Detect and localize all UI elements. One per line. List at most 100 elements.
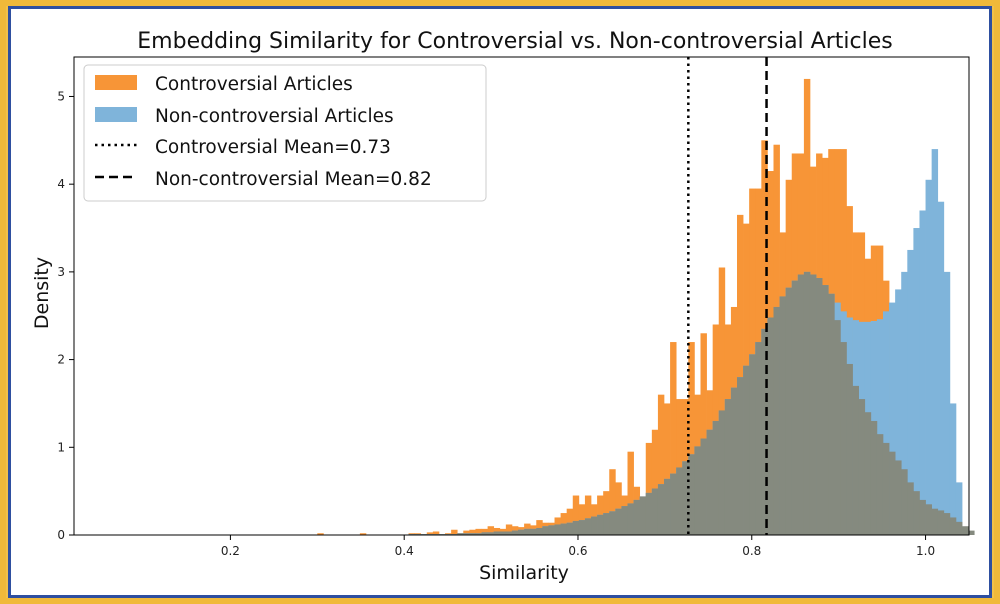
bar-overlap [603,513,610,535]
plot-area-frame [73,56,970,536]
bar-overlap [469,533,476,535]
bar-overlap [621,506,628,535]
bar-overlap [937,510,945,535]
bar-controversial [645,442,653,535]
bar-overlap [901,469,908,535]
y-tick-label: 4 [57,177,65,191]
bar-overlap [499,531,507,535]
bar-overlap [578,520,586,535]
bar-overlap [943,513,951,535]
bar-overlap [730,387,738,535]
y-axis-ticks: 0 1 2 3 4 5 [57,89,74,542]
bar-controversial [481,528,488,535]
legend: Controversial Articles Non-controversial… [83,64,487,202]
legend-swatch-noncontroversial [95,107,137,122]
bar-overlap [852,385,859,535]
bar-overlap [584,518,592,535]
bar-overlap [767,317,774,535]
bar-overlap [931,508,939,535]
bar-noncontroversial [925,179,932,536]
bar-noncontroversial [876,319,884,535]
bar-overlap [609,511,616,535]
y-tick-label: 3 [57,265,65,279]
bar-overlap [627,503,634,535]
bar-controversial [432,531,440,535]
bar-controversial [627,451,634,535]
legend-box [83,64,487,202]
bar-overlap [749,354,756,535]
bar-overlap [724,399,732,535]
bar-overlap [670,473,677,535]
bar-overlap [803,271,811,535]
bar-overlap [505,531,513,535]
bar-overlap [925,504,932,535]
bar-controversial [700,333,707,535]
bar-overlap [518,529,525,535]
bar-overlap [889,451,896,535]
bar-overlap [913,491,920,535]
bar-noncontroversial [901,271,908,535]
bar-noncontroversial [895,289,902,535]
bar-overlap [791,280,799,535]
bar-overlap [560,523,568,535]
bar-noncontroversial [937,201,945,535]
bar-overlap [554,524,561,535]
bar-overlap [657,484,665,535]
bar-overlap [481,532,488,535]
bar-overlap [706,429,714,535]
bar-overlap [597,514,604,535]
x-tick-label: 0.2 [221,544,240,558]
legend-label-noncontroversial: Non-controversial Articles [155,106,394,127]
bar-overlap [919,499,926,535]
bar-overlap [572,520,580,535]
bar-overlap [548,525,555,535]
bar-controversial [572,495,580,535]
bar-overlap [816,278,823,535]
bar-controversial [451,529,458,535]
bar-overlap [633,499,641,535]
bar-noncontroversial [913,228,920,535]
bar-noncontroversial [943,271,951,535]
bar-overlap [511,530,519,535]
bar-overlap [651,488,659,535]
bar-overlap [882,442,890,535]
x-tick-label: 1.0 [916,544,935,558]
bar-controversial [737,214,744,535]
legend-swatch-controversial [95,75,137,90]
bar-overlap [809,274,817,535]
bar-overlap [962,526,969,535]
bar-controversial [426,532,434,535]
legend-label-noncontroversial-mean: Non-controversial Mean=0.82 [155,169,432,190]
y-tick-label: 5 [57,89,65,103]
bar-overlap [755,342,762,535]
bar-overlap [475,533,482,535]
x-tick-label: 0.6 [568,544,587,558]
bar-overlap [895,460,902,535]
bar-overlap [858,399,866,535]
bar-controversial [487,526,495,535]
bar-overlap [542,526,549,535]
bar-overlap [834,320,841,535]
bar-controversial [584,495,592,535]
bar-overlap [694,446,701,535]
bar-overlap [676,467,683,535]
bar-noncontroversial [907,249,914,535]
bar-controversial [688,342,695,535]
bar-overlap [797,274,805,535]
bar-controversial [676,399,683,535]
x-axis-label: Similarity [479,562,569,584]
bar-controversial [505,524,513,535]
bar-noncontroversial [931,149,939,535]
bar-overlap [968,530,975,535]
bar-overlap [737,377,744,535]
bar-overlap [743,365,750,535]
bar-overlap [536,527,543,535]
bar-overlap [615,508,622,535]
bar-overlap [840,342,847,535]
bar-noncontroversial [949,403,957,535]
bar-overlap [700,438,707,535]
legend-label-controversial-mean: Controversial Mean=0.73 [155,137,391,158]
bar-overlap [524,528,531,535]
bar-controversial [670,342,677,535]
